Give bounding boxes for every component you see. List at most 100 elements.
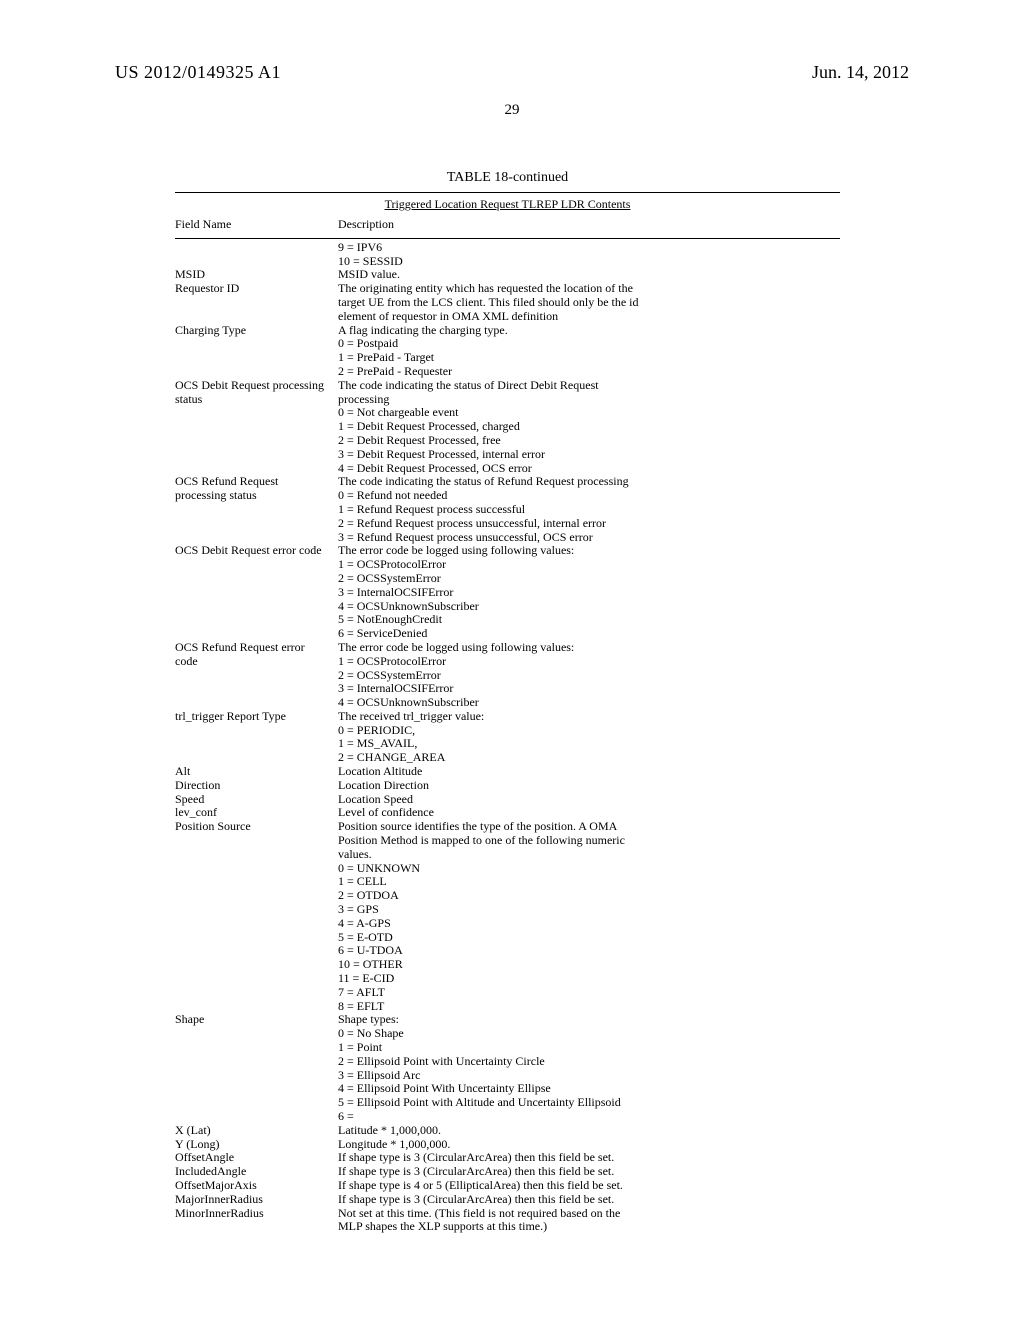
description-line: 1 = PrePaid - Target <box>338 351 840 365</box>
table-row: Requestor IDThe originating entity which… <box>175 282 840 323</box>
description-line: 10 = OTHER <box>338 958 840 972</box>
table-row: MSIDMSID value. <box>175 268 840 282</box>
table-row: OffsetAngleIf shape type is 3 (CircularA… <box>175 1151 840 1165</box>
description-line: The code indicating the status of Refund… <box>338 475 840 489</box>
table-row: AltLocation Altitude <box>175 765 840 779</box>
description-line: 2 = Debit Request Processed, free <box>338 434 840 448</box>
description-line: 2 = PrePaid - Requester <box>338 365 840 379</box>
description-line: Position Method is mapped to one of the … <box>338 834 840 848</box>
table-row: SpeedLocation Speed <box>175 793 840 807</box>
description-line: values. <box>338 848 840 862</box>
table-row: Y (Long)Longitude * 1,000,000. <box>175 1138 840 1152</box>
description-line: The originating entity which has request… <box>338 282 840 296</box>
description-line: Shape types: <box>338 1013 840 1027</box>
description-line: Location Speed <box>338 793 840 807</box>
field-name-cell: MinorInnerRadius <box>175 1207 338 1235</box>
description-line: 3 = InternalOCSIFError <box>338 682 840 696</box>
table-row: lev_confLevel of confidence <box>175 806 840 820</box>
description-line: If shape type is 3 (CircularArcArea) the… <box>338 1193 840 1207</box>
description-line: processing <box>338 393 840 407</box>
field-name-cell: OffsetMajorAxis <box>175 1179 338 1193</box>
description-cell: Not set at this time. (This field is not… <box>338 1207 840 1235</box>
field-name-cell: Shape <box>175 1013 338 1123</box>
description-line: 1 = Refund Request process successful <box>338 503 840 517</box>
field-name-cell: Requestor ID <box>175 282 338 323</box>
publication-date: Jun. 14, 2012 <box>812 62 909 83</box>
description-line: 4 = Debit Request Processed, OCS error <box>338 462 840 476</box>
description-cell: Location Altitude <box>338 765 840 779</box>
description-cell: The code indicating the status of Refund… <box>338 475 840 544</box>
field-name-cell: lev_conf <box>175 806 338 820</box>
description-line: 6 = ServiceDenied <box>338 627 840 641</box>
description-line: 9 = IPV6 <box>338 241 840 255</box>
description-line: 7 = AFLT <box>338 986 840 1000</box>
description-cell: The originating entity which has request… <box>338 282 840 323</box>
description-line: 4 = A-GPS <box>338 917 840 931</box>
description-cell: A flag indicating the charging type.0 = … <box>338 324 840 379</box>
description-line: Not set at this time. (This field is not… <box>338 1207 840 1221</box>
field-name-cell: Direction <box>175 779 338 793</box>
field-name-cell <box>175 241 338 269</box>
rule-line <box>175 238 840 239</box>
description-line: If shape type is 4 or 5 (EllipticalArea)… <box>338 1179 840 1193</box>
table-container: TABLE 18-continued Triggered Location Re… <box>175 170 840 1234</box>
description-line: 3 = Debit Request Processed, internal er… <box>338 448 840 462</box>
description-line: The error code be logged using following… <box>338 641 840 655</box>
description-line: 5 = Ellipsoid Point with Altitude and Un… <box>338 1096 840 1110</box>
table-row: OCS Refund Request error codeThe error c… <box>175 641 840 710</box>
description-line: 1 = OCSProtocolError <box>338 558 840 572</box>
description-line: Latitude * 1,000,000. <box>338 1124 840 1138</box>
description-line: 2 = OCSSystemError <box>338 669 840 683</box>
field-name-cell: Speed <box>175 793 338 807</box>
table-row: ShapeShape types:0 = No Shape1 = Point2 … <box>175 1013 840 1123</box>
description-line: 2 = OCSSystemError <box>338 572 840 586</box>
description-cell: The error code be logged using following… <box>338 544 840 641</box>
field-name-cell: OffsetAngle <box>175 1151 338 1165</box>
description-line: The error code be logged using following… <box>338 544 840 558</box>
description-line: The code indicating the status of Direct… <box>338 379 840 393</box>
field-name-cell: Position Source <box>175 820 338 1013</box>
field-name-cell: Y (Long) <box>175 1138 338 1152</box>
description-line: 2 = OTDOA <box>338 889 840 903</box>
description-line: 1 = Debit Request Processed, charged <box>338 420 840 434</box>
description-cell: The code indicating the status of Direct… <box>338 379 840 476</box>
description-cell: Location Speed <box>338 793 840 807</box>
field-name-cell: OCS Debit Request processing status <box>175 379 338 476</box>
description-line: 4 = OCSUnknownSubscriber <box>338 696 840 710</box>
table-row: Charging TypeA flag indicating the charg… <box>175 324 840 379</box>
description-cell: Longitude * 1,000,000. <box>338 1138 840 1152</box>
table-row: OCS Debit Request error codeThe error co… <box>175 544 840 641</box>
table-row: OCS Debit Request processing statusThe c… <box>175 379 840 476</box>
description-line: 3 = Refund Request process unsuccessful,… <box>338 531 840 545</box>
description-cell: If shape type is 3 (CircularArcArea) the… <box>338 1151 840 1165</box>
description-line: 1 = CELL <box>338 875 840 889</box>
description-cell: Location Direction <box>338 779 840 793</box>
description-cell: Level of confidence <box>338 806 840 820</box>
field-name-cell: IncludedAngle <box>175 1165 338 1179</box>
description-line: 0 = Not chargeable event <box>338 406 840 420</box>
table-row: MajorInnerRadiusIf shape type is 3 (Circ… <box>175 1193 840 1207</box>
description-line: 0 = Refund not needed <box>338 489 840 503</box>
description-cell: Latitude * 1,000,000. <box>338 1124 840 1138</box>
field-name-cell: trl_trigger Report Type <box>175 710 338 765</box>
description-line: 2 = Refund Request process unsuccessful,… <box>338 517 840 531</box>
field-name-cell: Charging Type <box>175 324 338 379</box>
description-cell: If shape type is 3 (CircularArcArea) the… <box>338 1165 840 1179</box>
description-line: Location Altitude <box>338 765 840 779</box>
description-line: 1 = OCSProtocolError <box>338 655 840 669</box>
description-line: 5 = E-OTD <box>338 931 840 945</box>
description-line: MLP shapes the XLP supports at this time… <box>338 1220 840 1234</box>
field-name-cell: MajorInnerRadius <box>175 1193 338 1207</box>
description-cell: Shape types:0 = No Shape1 = Point2 = Ell… <box>338 1013 840 1123</box>
field-name-cell: OCS Debit Request error code <box>175 544 338 641</box>
description-line: 1 = MS_AVAIL, <box>338 737 840 751</box>
description-line: 2 = CHANGE_AREA <box>338 751 840 765</box>
description-line: The received trl_trigger value: <box>338 710 840 724</box>
description-cell: MSID value. <box>338 268 840 282</box>
table-row: 9 = IPV610 = SESSID <box>175 241 840 269</box>
table-row: Position SourcePosition source identifie… <box>175 820 840 1013</box>
description-line: 0 = No Shape <box>338 1027 840 1041</box>
description-line: MSID value. <box>338 268 840 282</box>
description-line: 11 = E-CID <box>338 972 840 986</box>
col-header-field: Field Name <box>175 214 338 236</box>
